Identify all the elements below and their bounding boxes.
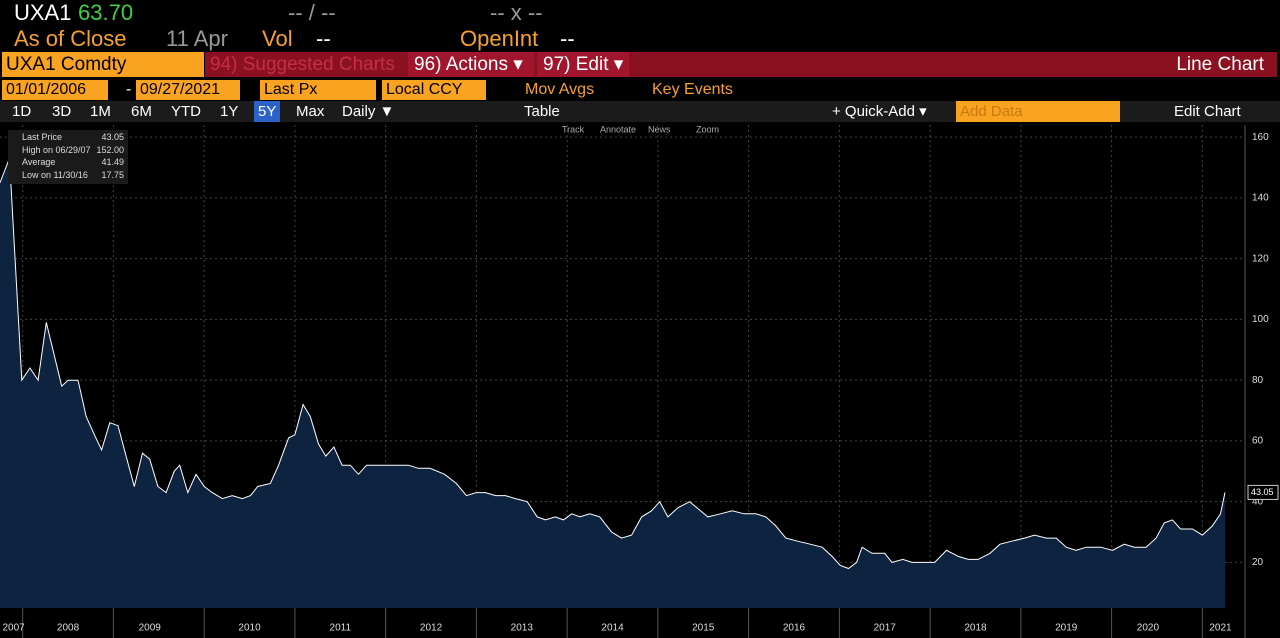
range-button[interactable]: 1D: [12, 103, 32, 120]
oi: --: [560, 26, 575, 51]
oi-label: OpenInt: [460, 26, 539, 51]
x-tick-label: 2012: [420, 623, 443, 634]
last-value: 43.05: [1251, 487, 1274, 497]
y-tick-label: 20: [1252, 557, 1264, 568]
vol-label: Vol: [262, 26, 293, 51]
security[interactable]: UXA1 Comdty: [2, 52, 204, 77]
x-tick-label: 2019: [1055, 623, 1078, 634]
add-data[interactable]: Add Data: [956, 101, 1120, 122]
legend-row: High on 06/29/07 152.00: [12, 145, 124, 158]
bid-ask: -- x --: [490, 0, 543, 25]
chart-tool: News: [648, 124, 671, 134]
range-button[interactable]: 6M: [131, 103, 152, 120]
mov-avgs[interactable]: Mov Avgs: [525, 81, 595, 98]
legend-label: High on 06/29/07: [22, 144, 91, 155]
legend-row: Average 41.49: [12, 157, 124, 170]
y-tick-label: 140: [1252, 193, 1269, 204]
range-button[interactable]: 5Y: [254, 101, 281, 122]
legend-label: Low on 11/30/16: [22, 169, 88, 180]
y-tick-label: 100: [1252, 314, 1269, 325]
actions[interactable]: 96) Actions ▾: [408, 52, 534, 77]
chart-tool: Track: [562, 124, 585, 134]
x-tick-label: 2009: [139, 623, 162, 634]
x-tick-label: 2014: [601, 623, 624, 634]
change: -- / --: [288, 0, 336, 25]
chart-kind: Line Chart: [1176, 54, 1264, 75]
ticker: UXA1: [14, 0, 72, 25]
legend-row: Last Price 43.05: [12, 132, 124, 145]
currency[interactable]: Local CCY: [382, 80, 486, 100]
x-tick-label: 2018: [964, 623, 987, 634]
x-tick-label: 2010: [238, 623, 261, 634]
x-tick-label: 2017: [874, 623, 897, 634]
x-tick-label: 2015: [692, 623, 715, 634]
date: 11 Apr: [166, 26, 228, 51]
start-date[interactable]: 01/01/2006: [2, 80, 108, 100]
area-fill: [0, 161, 1226, 608]
range-button[interactable]: 1M: [90, 103, 111, 120]
edit-chart[interactable]: Edit Chart: [1174, 103, 1241, 120]
end-date[interactable]: 09/27/2021: [136, 80, 240, 100]
legend-label: Average: [22, 157, 56, 167]
y-tick-label: 120: [1252, 253, 1269, 264]
key-events[interactable]: Key Events: [652, 81, 733, 98]
range-button[interactable]: 3D: [52, 103, 72, 120]
x-tick-label: 2013: [511, 623, 534, 634]
legend-row: Low on 11/30/16 17.75: [12, 170, 124, 183]
table[interactable]: Table: [524, 103, 560, 120]
legend-value: 43.05: [101, 132, 124, 142]
price: 63.70: [78, 0, 134, 25]
legend-value: 152.00: [96, 144, 124, 155]
x-tick-label: 2021: [1209, 623, 1232, 634]
suggested[interactable]: 94) Suggested Charts: [210, 54, 395, 75]
range-button[interactable]: YTD: [171, 103, 201, 120]
chart-tool: Annotate: [600, 124, 636, 134]
period[interactable]: Daily ▼: [342, 103, 395, 120]
as-of: As of Close: [14, 26, 127, 51]
legend-label: Last Price: [22, 132, 63, 142]
legend-value: 41.49: [101, 157, 124, 167]
edit[interactable]: 97) Edit ▾: [537, 52, 629, 77]
field[interactable]: Last Px: [260, 80, 376, 100]
last-tag: [1247, 484, 1279, 500]
range-button[interactable]: Max: [296, 103, 325, 120]
x-tick-label: 2011: [330, 623, 352, 634]
red-bar: [205, 52, 1277, 77]
x-tick-label: 2007: [2, 623, 25, 634]
range-button[interactable]: 1Y: [220, 103, 239, 120]
legend-value: 17.75: [101, 169, 124, 180]
vol: --: [316, 26, 331, 51]
y-tick-label: 160: [1252, 132, 1269, 143]
dash: -: [126, 81, 132, 98]
y-tick-label: 60: [1252, 436, 1264, 447]
legend: Last Price 43.05 High on 06/29/07 152.00 Ave…: [8, 130, 128, 184]
price-line: [0, 159, 1226, 570]
x-tick-label: 2016: [783, 623, 806, 634]
y-tick-label: 80: [1252, 375, 1264, 386]
y-tick-label: 40: [1252, 496, 1264, 507]
x-tick-label: 2020: [1137, 623, 1160, 634]
quick-add[interactable]: + Quick-Add ▾: [832, 103, 927, 120]
x-tick-label: 2008: [57, 623, 80, 634]
chart-tool: Zoom: [696, 124, 719, 134]
